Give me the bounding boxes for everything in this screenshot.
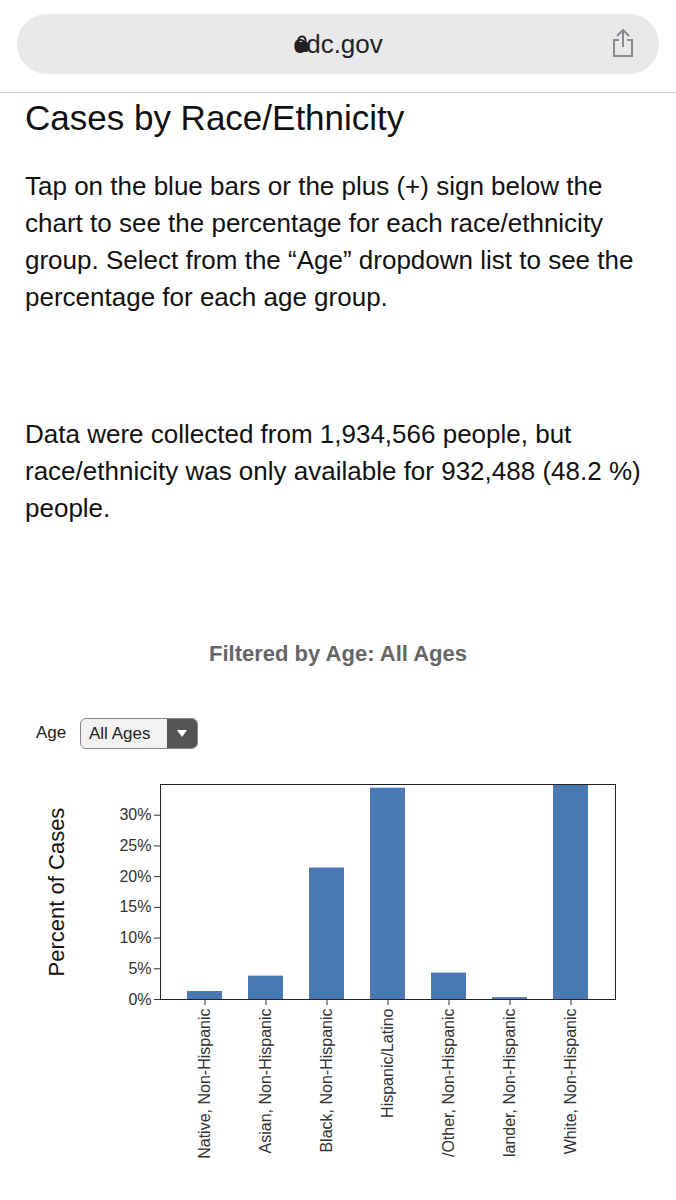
svg-text:15%: 15% [119,898,151,915]
svg-text:0%: 0% [128,991,151,1008]
svg-text:30%: 30% [119,806,151,823]
html-text:Filtered by Age: All Ages: Filtered by Age: All Ages [209,641,467,666]
svg-text:Hispanic/Latino: Hispanic/Latino [379,1008,396,1118]
svg-text:5%: 5% [128,960,151,977]
svg-text:Asian, Non-Hispanic: Asian, Non-Hispanic [257,1009,274,1154]
svg-text:20%: 20% [119,868,151,885]
html-text:Data were collected from 1,934: Data were collected from 1,934,566 peopl… [25,419,641,523]
svg-text:Native, Non-Hispanic: Native, Non-Hispanic [196,1009,213,1159]
html-text:All Ages: All Ages [89,724,151,743]
html-text:Age: Age [36,723,67,742]
html-text:cdc.gov: cdc.gov [293,29,383,59]
svg-text:25%: 25% [119,837,151,854]
svg-text:White, Non-Hispanic: White, Non-Hispanic [562,1009,579,1155]
svg-text:lander, Non-Hispanic: lander, Non-Hispanic [501,1009,518,1158]
svg-text:/Other, Non-Hispanic: /Other, Non-Hispanic [440,1009,457,1158]
html-text:Tap on the blue bars or the pl: Tap on the blue bars or the plus (+) sig… [25,171,634,312]
svg-text:Black, Non-Hispanic: Black, Non-Hispanic [318,1009,335,1153]
svg-text:10%: 10% [119,929,151,946]
svg-text:Percent of Cases: Percent of Cases [44,808,69,977]
html-text:Cases by Race/Ethnicity: Cases by Race/Ethnicity [25,98,405,137]
